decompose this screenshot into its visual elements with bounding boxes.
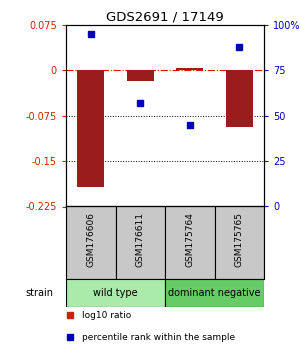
- Text: strain: strain: [26, 288, 54, 298]
- Text: GSM175765: GSM175765: [235, 212, 244, 267]
- Bar: [214, 206, 264, 279]
- Text: log10 ratio: log10 ratio: [82, 311, 131, 320]
- Bar: [176, 68, 203, 70]
- Bar: [165, 279, 264, 307]
- Title: GDS2691 / 17149: GDS2691 / 17149: [106, 11, 224, 24]
- Bar: [66, 279, 165, 307]
- Text: GSM175764: GSM175764: [185, 212, 194, 267]
- Bar: [226, 70, 253, 126]
- Bar: [127, 70, 154, 81]
- Bar: [66, 206, 116, 279]
- Bar: [116, 206, 165, 279]
- Bar: [77, 70, 104, 187]
- Bar: [165, 206, 214, 279]
- Text: GSM176611: GSM176611: [136, 212, 145, 267]
- Text: wild type: wild type: [93, 288, 138, 298]
- Text: percentile rank within the sample: percentile rank within the sample: [82, 332, 235, 342]
- Text: GSM176606: GSM176606: [86, 212, 95, 267]
- Text: dominant negative: dominant negative: [168, 288, 261, 298]
